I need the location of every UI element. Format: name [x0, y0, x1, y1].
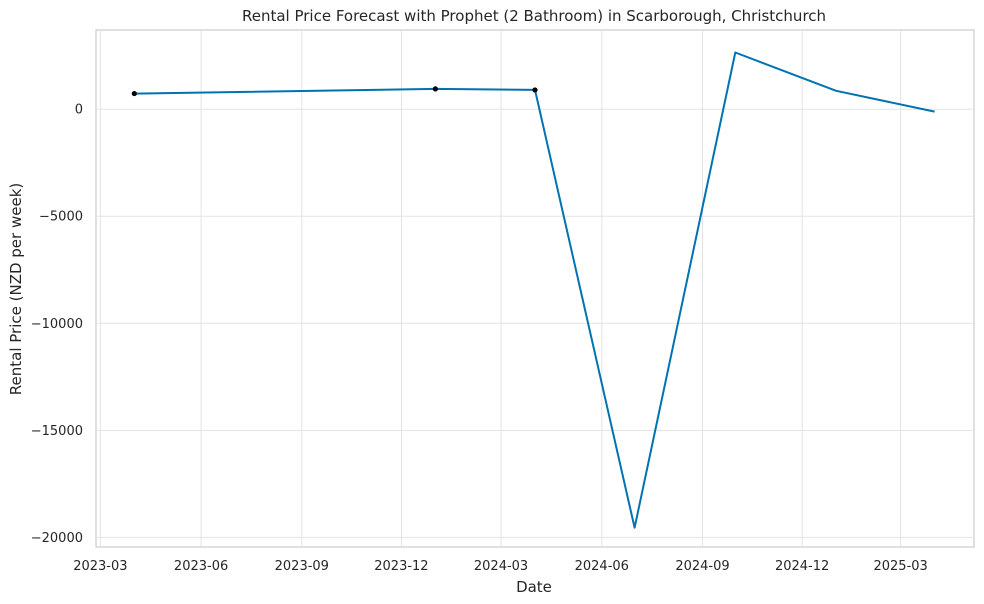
x-tick-label: 2023-06 [174, 559, 228, 574]
y-tick-label: −10000 [31, 317, 83, 332]
observed-point [532, 87, 538, 93]
plot-frame [95, 29, 975, 548]
chart-title: Rental Price Forecast with Prophet (2 Ba… [242, 7, 826, 25]
axes: 2023-03 2023-06 2023-09 2023-12 2024-03 2024-… [31, 103, 928, 574]
x-tick-label: 2024-06 [575, 559, 629, 574]
x-tick-label: 2024-09 [675, 559, 729, 574]
x-axis-label: Date [516, 578, 552, 596]
observed-point [432, 86, 438, 92]
x-tick-label: 2024-03 [474, 559, 528, 574]
x-tick-label: 2023-09 [275, 559, 329, 574]
x-tick-label: 2024-12 [775, 559, 829, 574]
y-tick-label: −20000 [31, 531, 83, 546]
x-tick-label: 2025-03 [873, 559, 927, 574]
y-tick-label: 0 [75, 103, 83, 118]
y-axis-label: Rental Price (NZD per week) [7, 183, 25, 395]
y-tick-label: −15000 [31, 424, 83, 439]
observed-points [131, 86, 538, 97]
x-tick-label: 2023-03 [73, 559, 127, 574]
grid [95, 29, 975, 548]
observed-point [131, 90, 137, 97]
x-tick-label: 2023-12 [374, 559, 428, 574]
y-tick-label: −5000 [39, 210, 83, 225]
